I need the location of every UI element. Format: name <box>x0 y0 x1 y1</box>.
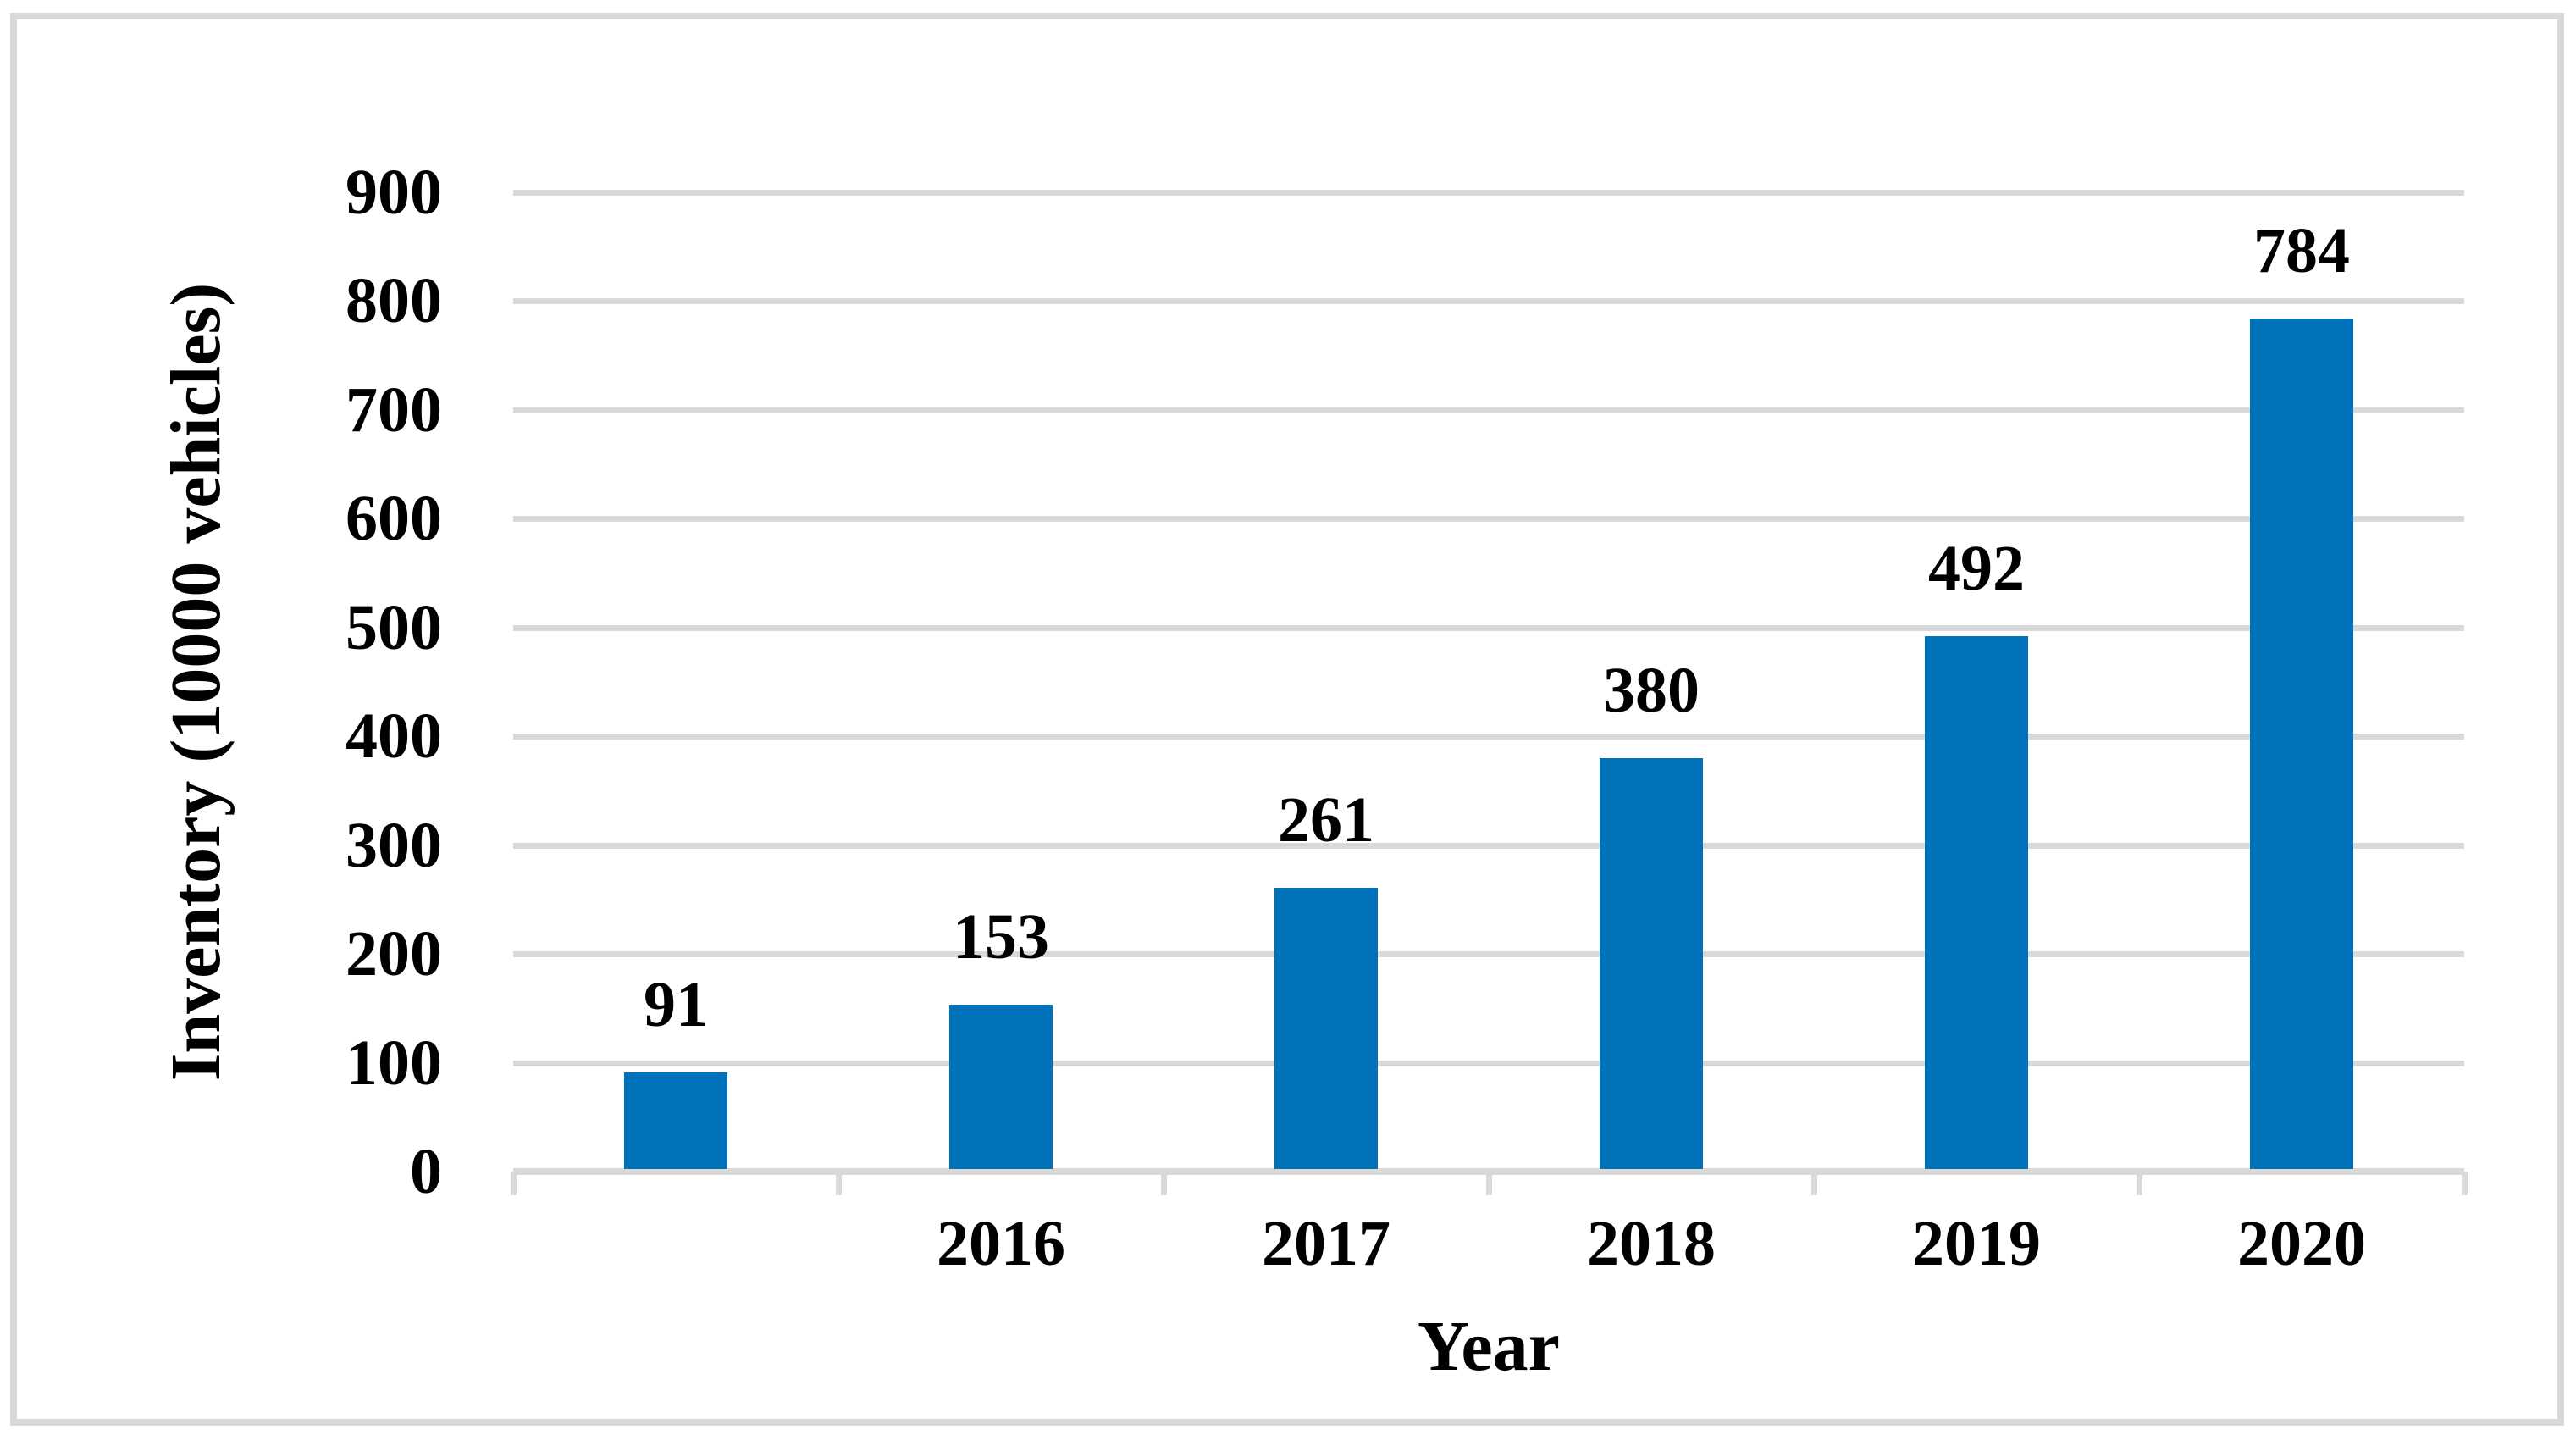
x-axis-tick <box>2137 1172 2142 1195</box>
x-axis-tick <box>511 1172 517 1195</box>
bar-value-label: 91 <box>644 969 708 1041</box>
bar-value-label: 380 <box>1603 654 1700 726</box>
gridline <box>513 1060 2464 1066</box>
gridline <box>513 624 2464 631</box>
bar-value-label: 784 <box>2253 214 2350 286</box>
bar-value-label: 153 <box>953 901 1049 973</box>
y-tick-label: 600 <box>345 483 442 555</box>
bar-col-1 <box>624 1072 727 1169</box>
gridline <box>513 516 2464 523</box>
gridline <box>513 734 2464 740</box>
x-tick-label: 2016 <box>937 1208 1065 1279</box>
y-tick-label: 500 <box>345 591 442 663</box>
x-axis-title: Year <box>1418 1307 1560 1386</box>
gridline <box>513 842 2464 849</box>
y-tick-label: 100 <box>345 1027 442 1099</box>
gridline <box>513 190 2464 196</box>
y-tick-label: 0 <box>410 1136 442 1207</box>
x-tick-label: 2020 <box>2237 1208 2366 1279</box>
x-axis-tick <box>1486 1172 1492 1195</box>
gridline <box>513 298 2464 305</box>
x-tick-label: 2019 <box>1912 1208 2041 1279</box>
x-axis-tick <box>2462 1172 2468 1195</box>
y-tick-label: 800 <box>345 265 442 337</box>
y-tick-label: 900 <box>345 157 442 228</box>
x-axis-tick <box>836 1172 842 1195</box>
gridline <box>513 951 2464 958</box>
x-tick-label: 2017 <box>1262 1208 1390 1279</box>
bar-value-label: 261 <box>1278 784 1374 856</box>
bar-2020 <box>2250 318 2353 1169</box>
bar-2016 <box>949 1005 1053 1169</box>
x-axis-tick <box>1161 1172 1167 1195</box>
bar-2017 <box>1274 887 1378 1169</box>
y-tick-label: 300 <box>345 809 442 881</box>
y-tick-label: 400 <box>345 701 442 773</box>
y-tick-label: 200 <box>345 918 442 990</box>
bar-2018 <box>1600 757 1703 1169</box>
x-axis-tick <box>1811 1172 1817 1195</box>
gridline <box>513 407 2464 413</box>
bar-value-label: 492 <box>1928 533 2025 605</box>
y-tick-label: 700 <box>345 374 442 446</box>
figure-border <box>10 13 2564 1426</box>
x-tick-label: 2018 <box>1587 1208 1716 1279</box>
bar-2019 <box>1925 636 2028 1169</box>
